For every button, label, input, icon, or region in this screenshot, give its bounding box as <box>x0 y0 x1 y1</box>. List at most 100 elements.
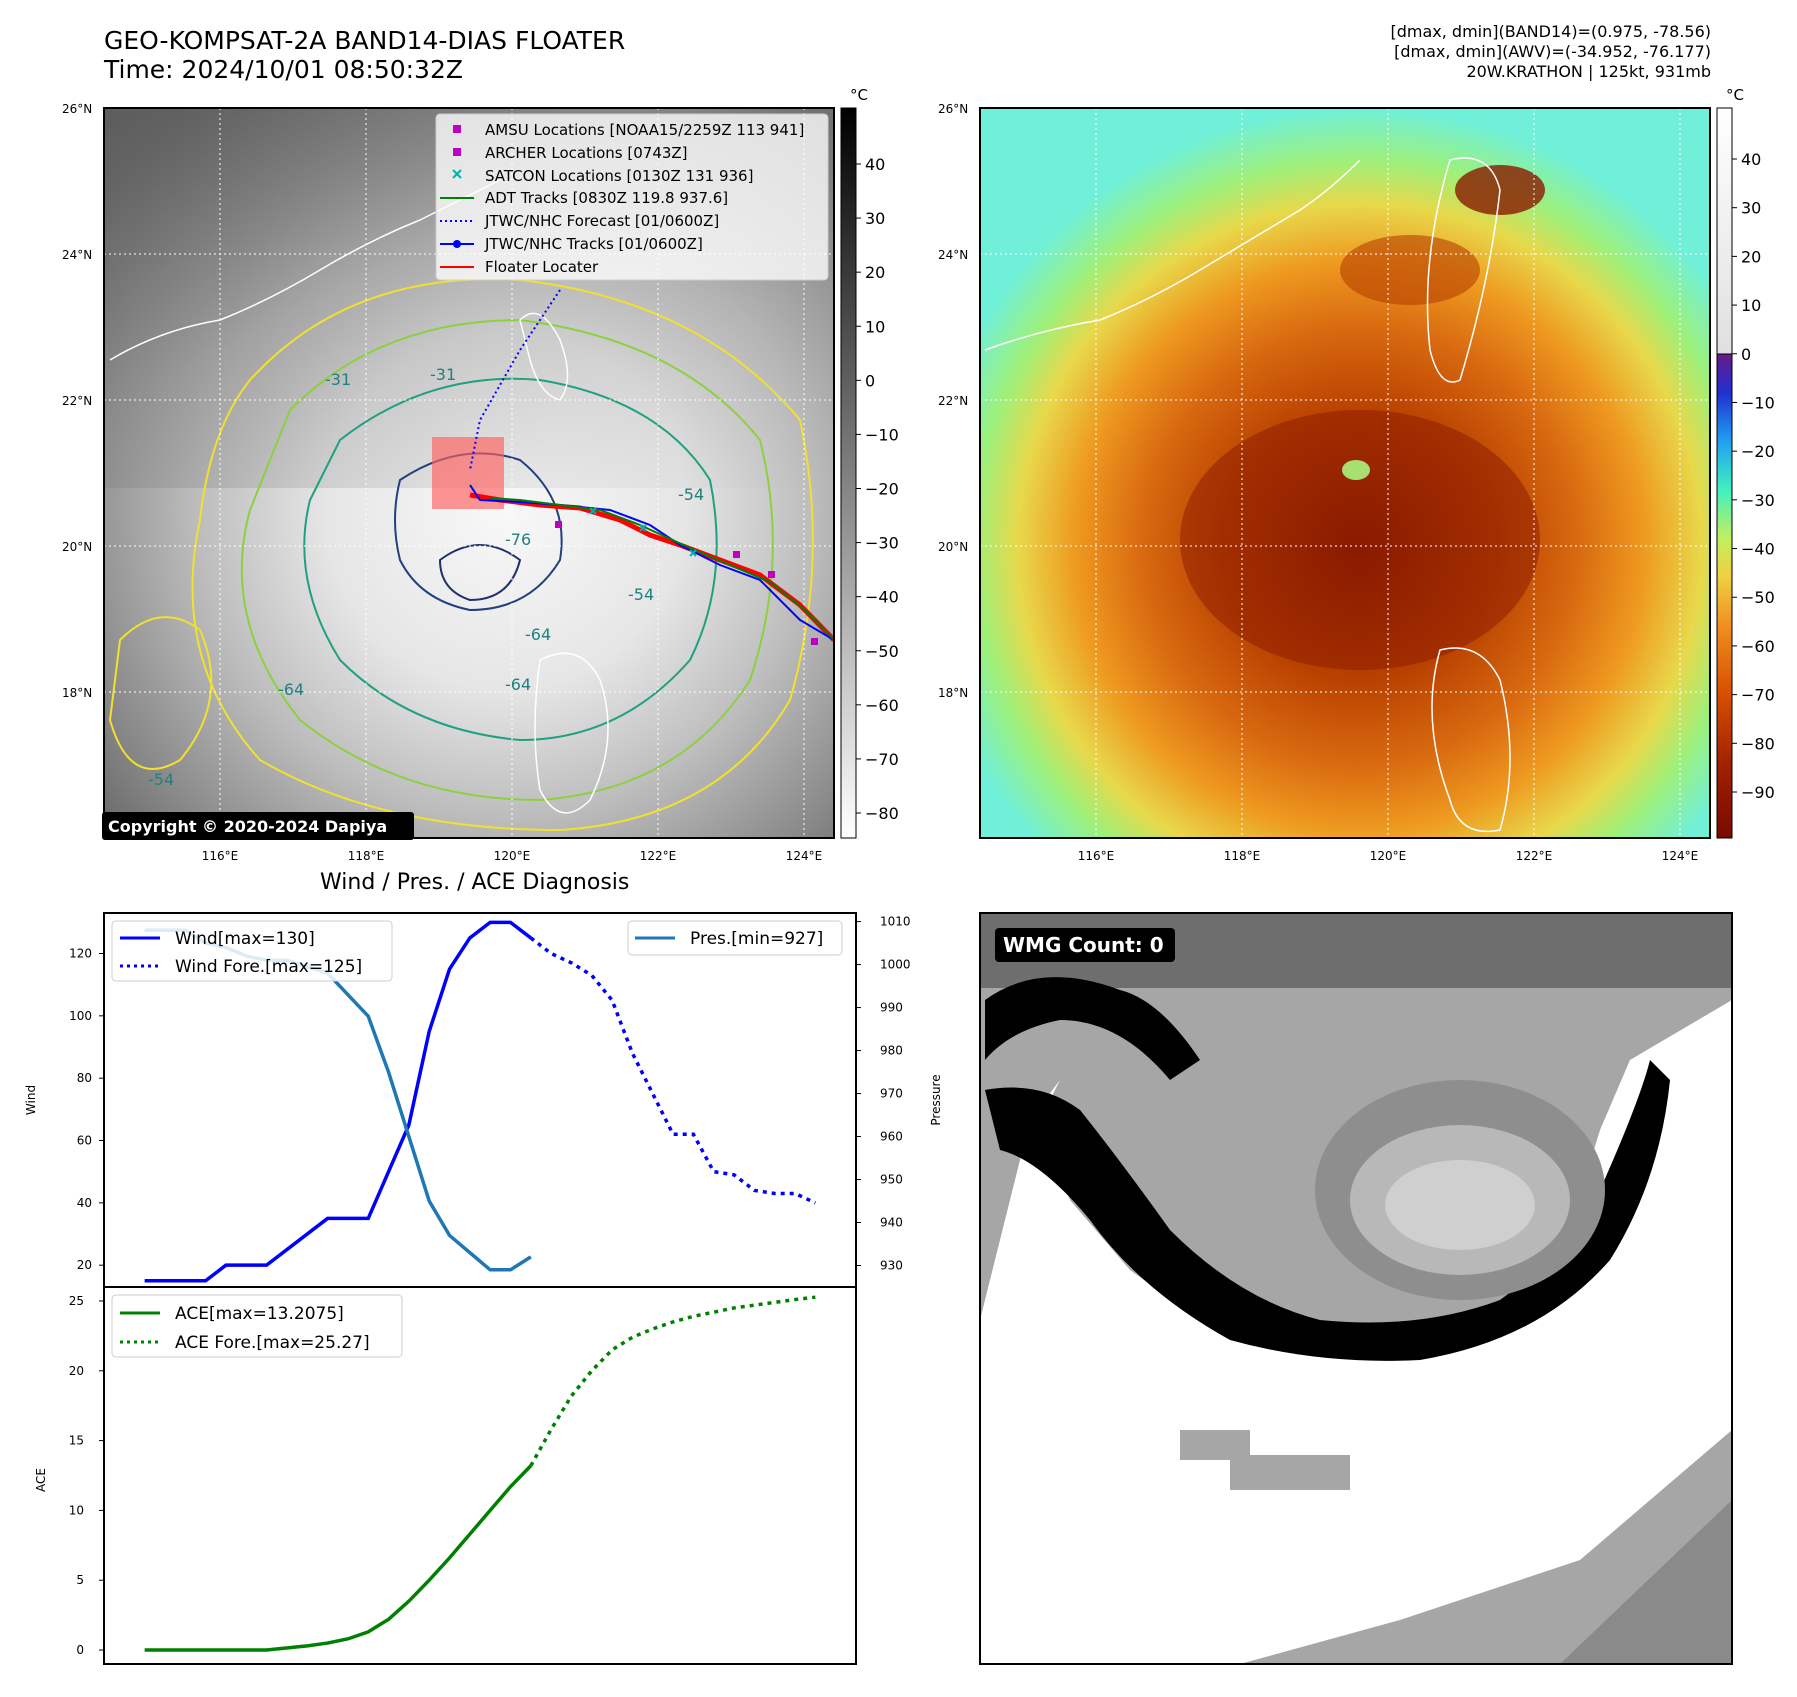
chart-time: Time: 2024/10/01 08:50:32Z <box>104 55 463 84</box>
contour-yellow-outer <box>191 278 814 832</box>
awv-map-frame <box>979 107 1711 839</box>
right-lat-labels: 26°N 24°N 22°N 20°N 18°N <box>938 102 968 700</box>
legend-floater: Floater Locater <box>485 258 599 276</box>
ace-series-line <box>144 1464 533 1652</box>
contour-label: -64 <box>525 625 551 644</box>
ir-colorbar-ticks: 40 30 20 10 0 −10 −20 −30 −40 −50 −60 −70 −80 <box>856 155 899 823</box>
lat-label: 20°N <box>62 540 92 554</box>
lon-label: 118°E <box>348 849 385 863</box>
lat-label: 18°N <box>62 686 92 700</box>
storm-info: 20W.KRATHON | 125kt, 931mb <box>1466 62 1711 81</box>
legend-satcon: SATCON Locations [0130Z 131 936] <box>485 167 753 185</box>
jtwc-track <box>469 484 834 641</box>
colorbar-tick-label: −80 <box>865 804 899 823</box>
awv-core <box>1180 410 1540 670</box>
legend-forecast: JTWC/NHC Forecast [01/0600Z] <box>484 212 719 230</box>
stats-awv: [dmax, dmin](AWV)=(-34.952, -76.177) <box>1394 42 1711 61</box>
ytick-label: 20 <box>69 1364 84 1378</box>
left-lon-labels: 116°E 118°E 120°E 122°E 124°E <box>202 849 823 863</box>
legend-pressure: Pres.[min=927] <box>690 929 823 949</box>
lon-label: 116°E <box>1078 849 1115 863</box>
wmg-cold-band <box>985 977 1200 1080</box>
ytick-label: 15 <box>69 1434 84 1448</box>
colorbar-tick-label: −80 <box>1741 734 1775 753</box>
contour-inner <box>438 544 522 602</box>
ytick-label: 60 <box>77 1134 92 1148</box>
luzon-coast <box>534 652 609 814</box>
colorbar-tick-label: −70 <box>865 750 899 769</box>
legend-jtwc: JTWC/NHC Tracks [01/0600Z] <box>484 235 703 253</box>
colorbar-tick-label: 40 <box>1741 150 1761 169</box>
pressure-legend: Pres.[min=927] <box>627 920 843 956</box>
colorbar-tick-label: −10 <box>865 425 899 444</box>
wmg-patch <box>1230 1455 1350 1490</box>
right-lon-labels: 116°E 118°E 120°E 122°E 124°E <box>1078 849 1699 863</box>
stats-band14: [dmax, dmin](BAND14)=(0.975, -78.56) <box>1390 22 1712 41</box>
ytick-right-label: 970 <box>880 1087 903 1101</box>
ytick-right-label: 930 <box>880 1259 903 1273</box>
copyright-box <box>102 812 414 840</box>
amsu-markers <box>555 521 818 645</box>
ir-map-frame <box>103 107 835 839</box>
wind-pressure-panel: 20 40 60 80 100 120 930 940 950 960 970 980 990 1000… <box>24 912 943 1288</box>
contour-teal <box>303 377 718 742</box>
lat-label: 20°N <box>938 540 968 554</box>
wmg-cold-ring <box>985 1060 1670 1361</box>
lat-label: 24°N <box>62 248 92 262</box>
ace-panel: 0 5 10 15 20 25 ACE ACE[max=13.2075] ACE Fore… <box>34 1286 857 1665</box>
copyright-text: Copyright © 2020-2024 Dapiya <box>108 817 387 836</box>
wmg-eye-inner <box>1385 1160 1535 1250</box>
legend-ace: ACE[max=13.2075] <box>175 1304 344 1324</box>
ytick-right-label: 950 <box>880 1173 903 1187</box>
ytick-right-label: 940 <box>880 1216 903 1230</box>
colorbar-tick-label: −60 <box>865 696 899 715</box>
ytick-label: 5 <box>76 1573 84 1587</box>
ytick-right-label: 990 <box>880 1001 903 1015</box>
colorbar-tick-label: −20 <box>865 480 899 499</box>
legend-wind: Wind[max=130] <box>175 929 315 949</box>
ytick-label: 0 <box>76 1643 84 1657</box>
awv-colorbar-upper <box>1716 107 1733 355</box>
colorbar-tick-label: −90 <box>1741 783 1775 802</box>
lon-label: 120°E <box>1370 849 1407 863</box>
colorbar-tick-label: 40 <box>865 155 885 174</box>
ytick-label: 80 <box>77 1071 92 1085</box>
ytick-label: 20 <box>77 1258 92 1272</box>
colorbar-tick-label: −30 <box>1741 491 1775 510</box>
colorbar-tick-label: 0 <box>1741 345 1751 364</box>
legend-amsu: AMSU Locations [NOAA15/2259Z 113 941] <box>485 121 804 139</box>
awv-colorbar-unit: °C <box>1726 86 1744 104</box>
contour-label: -64 <box>505 675 531 694</box>
contour-label: -31 <box>430 365 456 384</box>
lat-label: 26°N <box>62 102 92 116</box>
ytick-label: 100 <box>69 1009 92 1023</box>
lon-label: 116°E <box>202 849 239 863</box>
awv-colorbar-ticks: 40 30 20 10 0 −10 −20 −30 −40 −50 −60 −70 −80 −90 <box>1732 150 1775 802</box>
ir-colorbar <box>840 107 857 839</box>
ytick-label: 10 <box>69 1503 84 1517</box>
ytick-right-label: 960 <box>880 1130 903 1144</box>
ytick-right-label: 1010 <box>880 915 911 929</box>
series-line <box>529 936 817 1205</box>
legend-archer: ARCHER Locations [0743Z] <box>485 144 688 162</box>
wmg-count-box <box>995 928 1175 962</box>
awv-coastlines <box>984 157 1511 833</box>
contour-label: -54 <box>628 585 654 604</box>
legend-adt: ADT Tracks [0830Z 119.8 937.6] <box>485 189 728 207</box>
colorbar-tick-label: 30 <box>865 209 885 228</box>
lon-label: 124°E <box>1662 849 1699 863</box>
wind-legend: Wind[max=130] Wind Fore.[max=125] <box>111 920 393 982</box>
lat-label: 22°N <box>62 394 92 408</box>
wind-ylabel: Wind <box>24 1085 38 1115</box>
colorbar-tick-label: −70 <box>1741 686 1775 705</box>
awv-eye <box>1342 460 1370 480</box>
grid-right <box>980 108 1710 838</box>
luzon-coast <box>1431 647 1511 833</box>
lon-label: 120°E <box>494 849 531 863</box>
series-line <box>144 920 532 1283</box>
contour-lines <box>108 278 814 832</box>
contour-yellow-west <box>108 616 213 770</box>
colorbar-tick-label: 20 <box>865 263 885 282</box>
contour-label: -54 <box>148 770 174 789</box>
